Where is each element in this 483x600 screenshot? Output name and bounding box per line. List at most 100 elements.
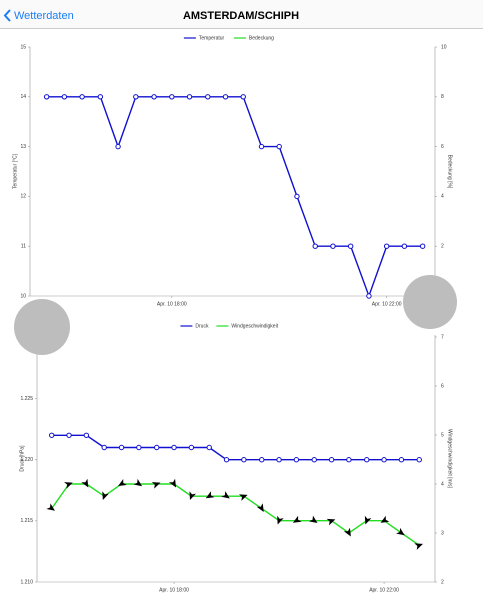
wind-arrow [221,491,230,499]
y2-tick-label: 7 [441,334,444,340]
point [398,457,405,463]
point [311,457,317,463]
point [154,444,160,451]
x-tick-label: Apr. 10 18:00 [159,587,189,593]
wind-arrow [64,482,73,489]
point [293,457,300,463]
y2-tick-label: 3 [441,530,444,536]
point [49,432,55,438]
y-tick-label: 15 [20,44,26,50]
point [419,243,426,249]
wind-arrow [256,503,264,512]
series-line [51,483,420,546]
point [171,444,177,451]
wind-arrow [343,527,351,537]
point [61,94,68,100]
y-tick-label: 1.225 [20,396,33,402]
point [206,444,212,451]
y-tick-label: 1.220 [20,457,33,463]
point [188,444,195,451]
point [383,243,390,249]
y-tick-label: 1.210 [20,579,33,585]
y2-tick-label: 5 [441,432,444,438]
point [259,457,265,463]
point [347,243,354,249]
point [276,143,282,150]
point [346,457,352,463]
back-chevron[interactable] [3,9,11,22]
wind-arrow [189,491,197,500]
x-tick-label: Apr. 10 22:00 [372,301,402,307]
x-tick-label: Apr. 10 22:00 [369,587,399,593]
point [205,94,211,100]
y-tick-label: 12 [20,194,26,200]
wind-arrow [308,515,318,524]
y2-tick-label: 4 [441,194,444,200]
point [101,444,107,451]
point [241,457,247,463]
assistive-touch[interactable] [403,275,457,329]
y2-axis-title: Bedeckung [%] [447,155,453,189]
wind-arrow [364,515,372,525]
point [366,293,372,299]
wind-arrow [277,515,284,525]
point [133,94,139,100]
back-button[interactable]: Wetterdaten [14,10,74,22]
wind-arrow [151,482,161,489]
wind-arrow [396,527,405,536]
y-tick-label: 10 [20,293,26,299]
y2-tick-label: 8 [441,94,444,100]
y2-tick-label: 2 [441,579,444,585]
wind-arrow [238,494,248,501]
y2-tick-label: 2 [441,244,444,250]
point [381,457,387,463]
point [294,193,300,200]
point [115,143,121,150]
wind-arrow [414,543,424,550]
y-axis-title: Temperatur [°C] [12,153,18,189]
wind-arrow [118,478,127,486]
point [43,94,50,100]
series-line [46,96,423,299]
point [330,243,336,249]
point [186,94,193,100]
nav-bar [0,0,483,28]
point [223,457,230,463]
x-tick-label: Apr. 10 18:00 [157,301,187,307]
point [118,444,125,451]
point [97,94,104,100]
y2-tick-label: 6 [441,144,444,150]
y-axis-title: Druck [hPa] [19,445,25,472]
nav-title: AMSTERDAM/SCHIPH [183,10,299,22]
assistive-touch[interactable] [14,299,70,355]
point [136,444,142,451]
wind-arrow [326,518,336,526]
legend-label: Windgeschwindigkeit [231,323,278,329]
y2-tick-label: 4 [441,481,444,487]
wind-arrow [169,478,177,488]
wind-arrow [133,478,143,487]
legend-label: Bedeckung [249,35,274,41]
point [66,432,72,438]
point [312,243,318,249]
wind-arrow [102,491,109,500]
legend-label: Druck [195,323,209,329]
series-line [51,434,420,461]
point [416,457,422,463]
point [364,457,370,463]
wind-arrow [292,515,302,523]
y2-tick-label: 6 [441,383,444,389]
point [151,94,157,100]
point [328,457,335,463]
y-tick-label: 14 [20,94,26,100]
point [83,432,90,438]
wind-arrow [81,478,89,488]
point [240,94,246,100]
y-tick-label: 11 [21,244,26,250]
wind-arrow [205,491,215,499]
point [79,94,85,100]
y2-tick-label: 10 [441,44,447,50]
point [169,94,175,100]
